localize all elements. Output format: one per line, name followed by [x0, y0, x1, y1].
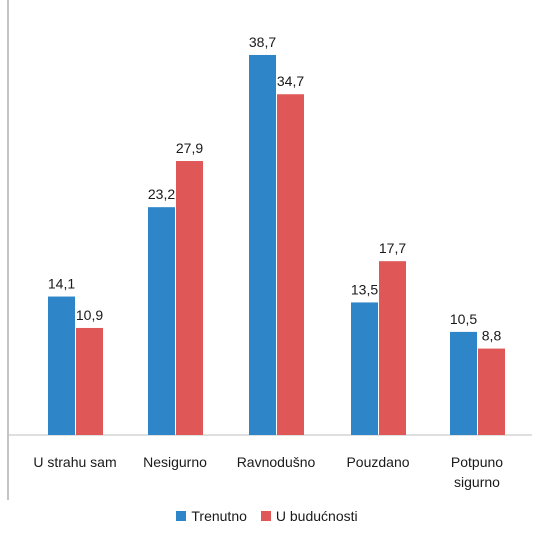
data-label-trenutno-1: 14,1	[48, 276, 75, 292]
bar-chart: 14,110,923,227,938,734,713,517,710,58,8 …	[7, 0, 532, 520]
data-label-u-budu-nosti-4: 17,7	[379, 240, 406, 256]
category-label-3: Ravnodušno	[237, 454, 316, 470]
data-label-u-budu-nosti-5: 8,8	[482, 328, 502, 344]
bars-layer	[48, 54, 505, 435]
legend-label-u-buducnosti: U budućnosti	[275, 508, 358, 524]
legend: Trenutno U budućnosti	[0, 508, 534, 524]
data-label-trenutno-5: 10,5	[450, 311, 477, 327]
data-label-u-budu-nosti-2: 27,9	[176, 140, 203, 156]
bar-trenutno-4	[351, 302, 378, 435]
bar-trenutno-5	[450, 331, 477, 435]
bar-u-budu-nosti-1	[76, 327, 103, 435]
bar-trenutno-2	[148, 207, 175, 435]
legend-swatch-trenutno	[176, 511, 187, 521]
legend-swatch-u-buducnosti	[260, 511, 271, 521]
bar-trenutno-3	[249, 54, 276, 435]
bar-u-budu-nosti-3	[277, 94, 304, 435]
category-label-1: U strahu sam	[33, 454, 116, 470]
legend-item-trenutno: Trenutno	[176, 508, 247, 524]
data-label-u-budu-nosti-1: 10,9	[76, 307, 103, 323]
category-label-5: Potpuno sigurno	[451, 454, 503, 490]
category-label-4: Pouzdano	[346, 454, 409, 470]
data-label-trenutno-2: 23,2	[148, 186, 175, 202]
legend-item-u-buducnosti: U budućnosti	[260, 508, 358, 524]
category-labels-layer: U strahu sam Nesigurno Ravnodušno Pouzdano P…	[33, 454, 503, 490]
category-label-2: Nesigurno	[143, 454, 207, 470]
data-label-u-budu-nosti-3: 34,7	[277, 73, 304, 89]
legend-label-trenutno: Trenutno	[191, 508, 247, 524]
bar-u-budu-nosti-5	[478, 348, 505, 435]
bar-u-budu-nosti-4	[379, 261, 406, 435]
data-labels-layer: 14,110,9 23,2 27,9 38,7 34,7 13,5 17,7 10,5 8,8	[48, 34, 502, 344]
bar-u-budu-nosti-2	[176, 161, 203, 435]
bar-trenutno-1	[48, 296, 75, 435]
data-label-trenutno-4: 13,5	[351, 281, 378, 297]
data-label-trenutno-3: 38,7	[249, 34, 276, 50]
